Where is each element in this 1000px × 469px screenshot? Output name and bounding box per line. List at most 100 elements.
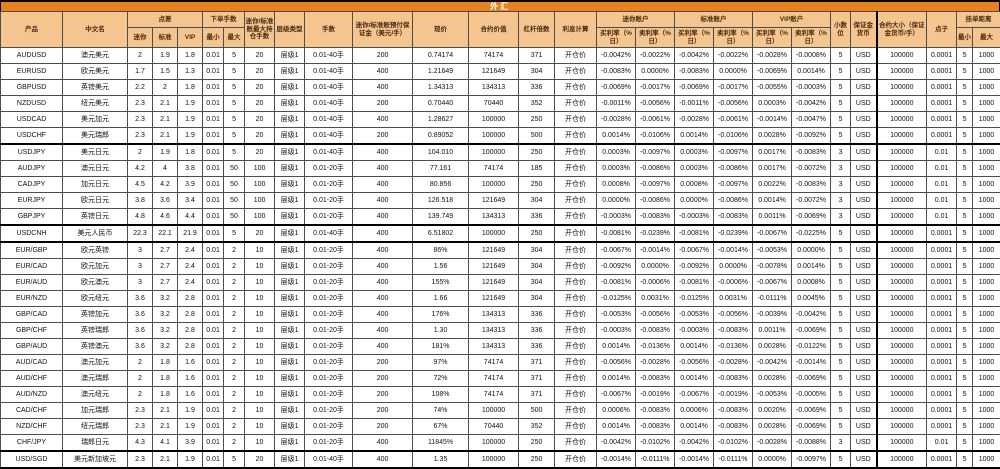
cell-name: 美元瑞郎 <box>63 128 128 145</box>
cell-vip-sell: -0.0005% <box>792 387 831 403</box>
cell-interest-calc: 开仓价 <box>555 209 597 226</box>
cell-lot-max: 2 <box>224 242 245 259</box>
col-header-spread-vip: VIP <box>178 28 203 48</box>
cell-tier: 层级1 <box>275 177 305 193</box>
cell-mini-sell: -0.0097% <box>636 144 675 161</box>
cell-currency: USD <box>851 80 877 96</box>
cell-currency: USD <box>851 128 877 145</box>
cell-vip-buy: 0.0014% <box>753 193 792 209</box>
col-header-spread-std: 标准 <box>153 28 178 48</box>
cell-contract-size: 100000 <box>877 355 927 371</box>
cell-max-pos: 100 <box>245 177 275 193</box>
cell-decimals: 5 <box>831 339 851 355</box>
cell-margin: 200 <box>353 355 413 371</box>
cell-currency: USD <box>851 291 877 307</box>
cell-std-buy: -0.0081% <box>675 225 714 242</box>
cell-leverage: 371 <box>519 387 555 403</box>
cell-product: NZD/CHF <box>1 419 63 435</box>
cell-margin: 200 <box>353 387 413 403</box>
cell-vip-sell: 0.0014% <box>792 259 831 275</box>
cell-std-sell: -0.0083% <box>714 371 753 387</box>
cell-leverage: 336 <box>519 307 555 323</box>
cell-currency: USD <box>851 225 877 242</box>
cell-spread-vip: 1.8 <box>178 48 203 64</box>
cell-tier: 层级1 <box>275 291 305 307</box>
cell-decimals: 3 <box>831 177 851 193</box>
cell-spread-std: 1.5 <box>153 64 178 80</box>
cell-contract-size: 100000 <box>877 275 927 291</box>
cell-mini-sell: -0.0083% <box>636 419 675 435</box>
cell-margin: 200 <box>353 419 413 435</box>
cell-spread-vip: 4.4 <box>178 209 203 226</box>
cell-vip-buy: -0.0067% <box>753 225 792 242</box>
cell-currency: USD <box>851 64 877 80</box>
cell-std-sell: -0.0102% <box>714 435 753 452</box>
cell-name: 纽元美元 <box>63 96 128 112</box>
cell-pip: 0.0001 <box>927 451 957 468</box>
cell-price: 86% <box>413 242 469 259</box>
cell-product: GBPJPY <box>1 209 63 226</box>
cell-mini-sell: -0.0083% <box>636 209 675 226</box>
cell-pip: 0.0001 <box>927 64 957 80</box>
cell-interest-calc: 开仓价 <box>555 144 597 161</box>
cell-tier: 层级1 <box>275 242 305 259</box>
cell-mini-sell: -0.0102% <box>636 435 675 452</box>
cell-pip: 0.01 <box>927 435 957 452</box>
cell-lot-range: 0.01-40手 <box>305 144 353 161</box>
cell-lot-max: 50 <box>224 193 245 209</box>
cell-lot-range: 0.01-20手 <box>305 177 353 193</box>
cell-leverage: 336 <box>519 339 555 355</box>
cell-spread-mini: 1.7 <box>128 64 153 80</box>
cell-contract-value: 121649 <box>469 259 519 275</box>
cell-tier: 层级1 <box>275 435 305 452</box>
cell-spread-std: 1.8 <box>153 387 178 403</box>
cell-leverage: 304 <box>519 291 555 307</box>
cell-product: USD/SGD <box>1 451 63 468</box>
cell-spread-vip: 2.4 <box>178 259 203 275</box>
cell-std-buy: -0.0081% <box>675 275 714 291</box>
cell-contract-size: 100000 <box>877 307 927 323</box>
cell-spread-vip: 3.9 <box>178 435 203 452</box>
cell-std-sell: -0.0086% <box>714 161 753 177</box>
cell-max-pos: 100 <box>245 209 275 226</box>
cell-dist-max: 1000 <box>973 355 1000 371</box>
cell-contract-value: 121649 <box>469 242 519 259</box>
cell-std-sell: -0.0106% <box>714 128 753 145</box>
cell-product: AUD/CAD <box>1 355 63 371</box>
cell-pip: 0.01 <box>927 209 957 226</box>
cell-dist-max: 1000 <box>973 96 1000 112</box>
cell-tier: 层级1 <box>275 161 305 177</box>
cell-name: 欧元日元 <box>63 193 128 209</box>
cell-dist-max: 1000 <box>973 419 1000 435</box>
cell-vip-sell: -0.0088% <box>792 435 831 452</box>
cell-margin: 400 <box>353 177 413 193</box>
cell-mini-sell: -0.0097% <box>636 177 675 193</box>
cell-max-pos: 10 <box>245 275 275 291</box>
cell-dist-min: 5 <box>957 259 973 275</box>
cell-lot-range: 0.01-20手 <box>305 387 353 403</box>
cell-currency: USD <box>851 96 877 112</box>
cell-lot-range: 0.01-20手 <box>305 242 353 259</box>
cell-max-pos: 20 <box>245 48 275 64</box>
cell-currency: USD <box>851 339 877 355</box>
cell-currency: USD <box>851 209 877 226</box>
cell-dist-min: 5 <box>957 48 973 64</box>
cell-decimals: 3 <box>831 161 851 177</box>
cell-dist-max: 1000 <box>973 403 1000 419</box>
cell-spread-vip: 1.6 <box>178 355 203 371</box>
cell-decimals: 5 <box>831 96 851 112</box>
cell-tier: 层级1 <box>275 451 305 468</box>
cell-margin: 400 <box>353 435 413 452</box>
cell-tier: 层级1 <box>275 355 305 371</box>
cell-pip: 0.0001 <box>927 291 957 307</box>
cell-spread-vip: 1.3 <box>178 64 203 80</box>
cell-max-pos: 20 <box>245 225 275 242</box>
cell-dist-max: 1000 <box>973 451 1000 468</box>
cell-decimals: 5 <box>831 291 851 307</box>
cell-spread-mini: 2.3 <box>128 128 153 145</box>
cell-max-pos: 10 <box>245 242 275 259</box>
cell-std-buy: -0.0092% <box>675 259 714 275</box>
col-header-distance-min: 最小 <box>957 28 973 48</box>
cell-dist-max: 1000 <box>973 112 1000 128</box>
